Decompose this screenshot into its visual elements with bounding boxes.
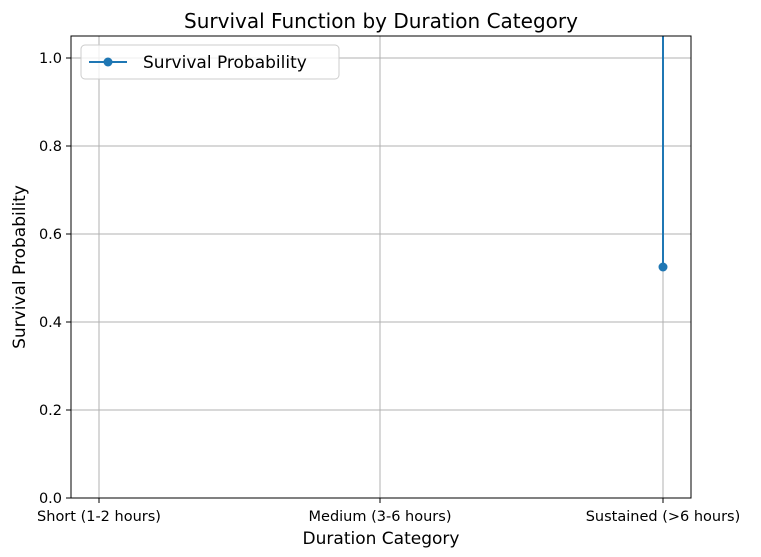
plot-frame bbox=[70, 35, 692, 499]
x-tick-label: Medium (3-6 hours) bbox=[309, 509, 452, 525]
series-layer bbox=[658, 36, 668, 272]
axis-ticks: Short (1-2 hours) Medium (3-6 hours) Susta… bbox=[37, 51, 740, 525]
y-tick-label: 0.6 bbox=[39, 227, 62, 243]
grid-lines bbox=[71, 36, 691, 498]
legend: Survival Probability bbox=[80, 44, 340, 80]
y-tick-label: 0.8 bbox=[39, 139, 62, 155]
legend-box bbox=[80, 44, 340, 80]
x-tick-label: Short (1-2 hours) bbox=[37, 509, 161, 525]
x-axis-label: Duration Category bbox=[303, 529, 460, 549]
y-tick-label: 0.2 bbox=[39, 403, 62, 419]
x-tick-label: Sustained (>6 hours) bbox=[586, 509, 741, 525]
y-tick-label: 1.0 bbox=[39, 51, 62, 67]
y-axis-label: Survival Probability bbox=[10, 185, 30, 349]
y-tick-label: 0.0 bbox=[39, 491, 62, 507]
chart-title: Survival Function by Duration Category bbox=[184, 9, 578, 33]
data-point bbox=[658, 262, 668, 272]
legend-entry-survival-probability: Survival Probability bbox=[143, 53, 307, 73]
legend-marker-swatch bbox=[103, 57, 113, 67]
y-tick-label: 0.4 bbox=[39, 315, 62, 331]
